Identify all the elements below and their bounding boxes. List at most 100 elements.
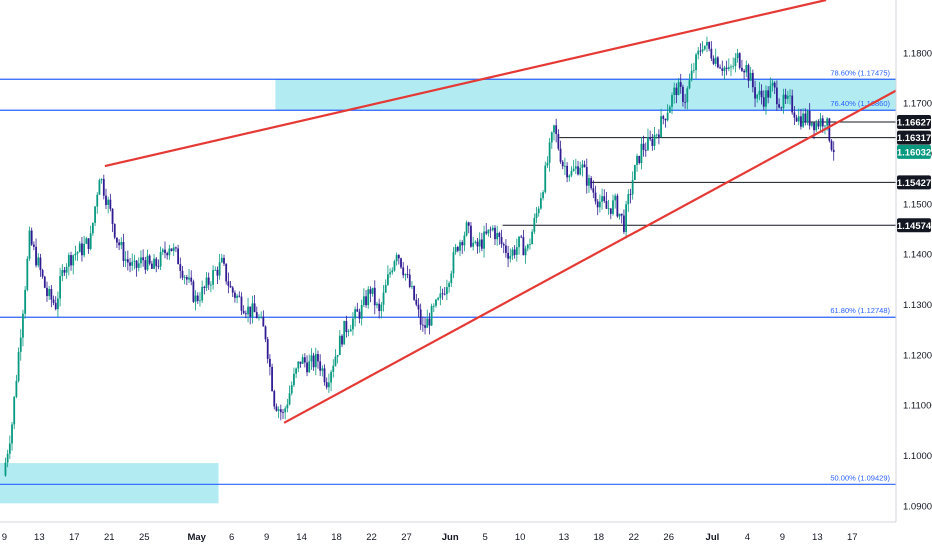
candle-body xyxy=(435,299,437,306)
candle-body xyxy=(185,277,188,280)
candle-body xyxy=(321,368,324,371)
candle-body xyxy=(153,258,155,269)
candle-body xyxy=(802,113,805,127)
candle-body xyxy=(782,94,785,109)
zones-layer xyxy=(0,79,897,504)
candle-body xyxy=(706,42,708,46)
candle-body xyxy=(505,245,507,253)
candle-body xyxy=(461,242,464,246)
candle-body xyxy=(786,95,789,99)
time-tick-label: 13 xyxy=(812,532,823,543)
candle-body xyxy=(94,206,96,223)
candle-body xyxy=(758,90,761,95)
candle-body xyxy=(297,361,300,369)
candle-body xyxy=(155,258,158,267)
candle-body xyxy=(240,296,243,311)
candle-body xyxy=(30,230,33,245)
candle-body xyxy=(8,443,11,454)
candle-body xyxy=(78,243,81,253)
candle-body xyxy=(65,266,68,273)
candle-body xyxy=(354,309,357,319)
candle-body xyxy=(282,412,284,414)
candle-body xyxy=(188,277,190,280)
candle-body xyxy=(129,262,131,266)
candle-body xyxy=(161,249,164,253)
candle-body xyxy=(620,213,623,216)
candle-body xyxy=(32,244,35,247)
time-tick-label: 13 xyxy=(559,532,570,543)
candle-body xyxy=(63,269,66,273)
candle-body xyxy=(28,230,31,259)
price-tick-label: 1.12000 xyxy=(903,350,932,361)
candle-body xyxy=(623,215,625,232)
candle-body xyxy=(279,409,282,413)
candle-body xyxy=(721,68,724,71)
candle-body xyxy=(61,269,64,277)
candle-body xyxy=(775,87,778,105)
candle-body xyxy=(745,65,748,73)
candle-body xyxy=(824,125,826,127)
candle-body xyxy=(452,252,455,274)
candle-body xyxy=(625,204,628,232)
candle-body xyxy=(310,355,313,362)
candle-body xyxy=(343,320,346,345)
candle-body xyxy=(236,295,239,298)
candle-body xyxy=(22,313,24,338)
candle-body xyxy=(419,309,422,325)
candle-body xyxy=(542,192,544,199)
candle-body xyxy=(439,293,442,298)
candle-body xyxy=(657,134,660,137)
candle-body xyxy=(526,244,529,249)
candle-body xyxy=(513,249,516,255)
candle-body xyxy=(570,170,573,176)
candle-body xyxy=(325,382,328,388)
candle-body xyxy=(301,357,304,364)
candle-body xyxy=(828,118,831,141)
time-tick-label: Jul xyxy=(706,532,720,543)
candle-body xyxy=(487,229,490,234)
candle-body xyxy=(596,201,599,208)
candle-body xyxy=(413,285,416,300)
candle-body xyxy=(196,295,199,301)
candle-body xyxy=(695,54,697,71)
candle-body xyxy=(789,95,791,97)
candle-body xyxy=(317,354,319,362)
candle-body xyxy=(290,385,293,394)
candle-body xyxy=(286,404,289,409)
candle-body xyxy=(544,165,547,193)
candle-body xyxy=(767,90,770,98)
candle-body xyxy=(716,57,719,68)
candle-body xyxy=(253,303,256,313)
candle-body xyxy=(190,277,193,282)
candle-body xyxy=(207,277,210,285)
candle-body xyxy=(411,285,413,287)
trendline xyxy=(283,89,897,424)
candle-body xyxy=(756,94,759,99)
candle-body xyxy=(644,149,647,151)
candle-body xyxy=(684,101,687,103)
time-tick-label: 4 xyxy=(745,532,750,543)
candle-body xyxy=(502,244,505,246)
candle-body xyxy=(380,304,383,312)
candle-body xyxy=(126,259,129,263)
candle-body xyxy=(618,213,621,217)
candle-body xyxy=(561,161,564,167)
candle-body xyxy=(334,356,337,366)
candle-body xyxy=(557,134,560,149)
candle-body xyxy=(109,199,112,209)
candle-body xyxy=(456,247,459,251)
candle-body xyxy=(588,178,590,186)
candle-body xyxy=(264,326,267,340)
candle-body xyxy=(336,355,339,357)
candle-body xyxy=(432,305,435,307)
candle-body xyxy=(647,137,649,151)
time-tick-label: 18 xyxy=(594,532,605,543)
candle-body xyxy=(653,135,656,146)
candle-body xyxy=(559,148,562,162)
candle-body xyxy=(424,325,426,328)
candle-body xyxy=(234,292,236,298)
candle-body xyxy=(24,289,27,314)
candle-body xyxy=(633,164,636,180)
candle-body xyxy=(293,373,295,386)
